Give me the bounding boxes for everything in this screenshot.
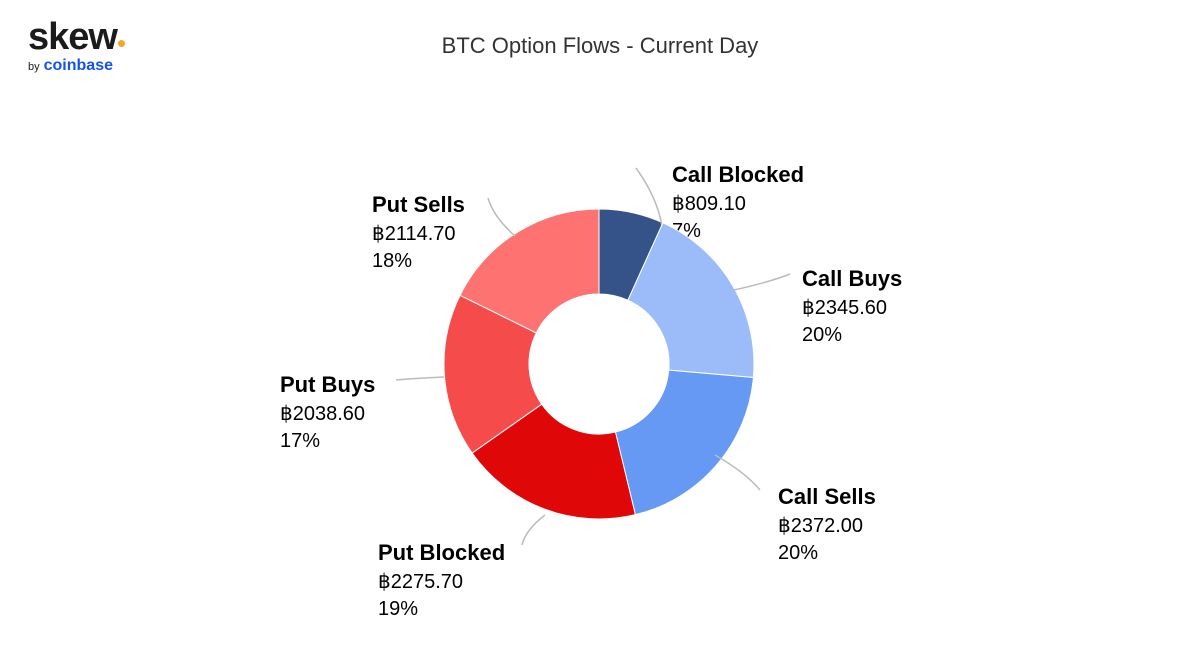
data-label-value: ฿2038.60 <box>280 403 365 425</box>
slice-put-buys[interactable] <box>443 294 543 454</box>
connector-line <box>487 197 516 237</box>
connector-line <box>521 514 546 546</box>
data-label-name: Call Blocked <box>672 162 804 187</box>
data-label: Call Buys ฿2345.60 20% <box>802 266 902 346</box>
skew-logo: skew by coinbase <box>28 18 125 74</box>
slice-call-sells[interactable] <box>614 369 754 516</box>
slice-put-blocked[interactable] <box>471 403 637 520</box>
data-label-name: Put Buys <box>280 372 375 397</box>
data-label-value: ฿2345.60 <box>802 297 887 319</box>
data-label-name: Put Sells <box>372 192 465 217</box>
data-label: Call Sells ฿2372.00 20% <box>778 484 876 564</box>
logo-dot <box>117 40 125 47</box>
logo-subline: by coinbase <box>28 58 125 74</box>
data-label-name: Put Blocked <box>378 540 505 565</box>
data-label-value: ฿2372.00 <box>778 515 863 537</box>
data-label: Put Sells ฿2114.70 18% <box>372 192 465 272</box>
data-label-name: Call Buys <box>802 266 902 291</box>
connector-line <box>395 376 445 381</box>
data-label: Call Blocked฿809.107% <box>672 162 804 242</box>
data-label-percent: 18% <box>372 250 412 272</box>
data-label-name: Call Sells <box>778 484 876 509</box>
data-label-percent: 20% <box>778 542 818 564</box>
data-label-value: ฿2114.70 <box>372 223 456 245</box>
logo-by-text: by <box>28 61 40 73</box>
data-label-percent: 19% <box>378 598 418 620</box>
data-label-value: ฿2275.70 <box>378 571 463 593</box>
data-label-percent: 17% <box>280 430 320 452</box>
connector-line <box>714 454 761 491</box>
data-label: Put Blocked ฿2275.70 19% <box>378 540 505 620</box>
data-label-value: ฿809.10 <box>672 193 746 215</box>
slice-call-buys[interactable] <box>627 222 755 379</box>
data-label: Put Buys ฿2038.60 17% <box>280 372 375 452</box>
logo-wordmark: skew <box>28 16 118 58</box>
connector-line <box>635 167 663 227</box>
data-label-percent: 20% <box>802 324 842 346</box>
logo-partner-name: coinbase <box>43 57 113 74</box>
connector-line <box>733 273 791 291</box>
chart-title: BTC Option Flows - Current Day <box>441 33 759 58</box>
slice-put-sells[interactable] <box>459 208 600 334</box>
